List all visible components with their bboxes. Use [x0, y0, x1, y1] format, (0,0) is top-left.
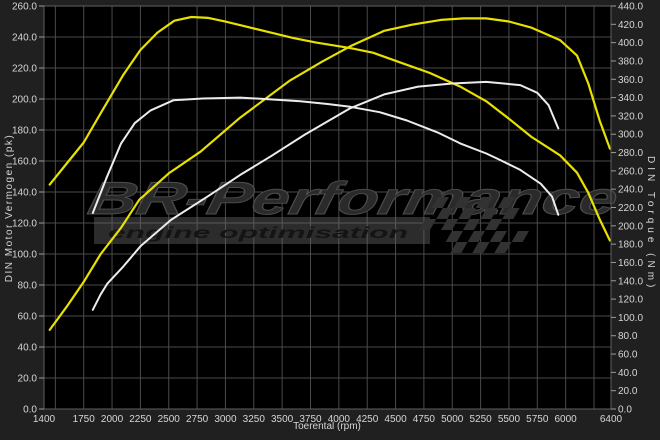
y-right-tick-label: 20.0: [618, 386, 638, 397]
checker-cell: [502, 208, 520, 219]
checker-cell: [489, 231, 508, 242]
axes-group: 0.0 20.0 40.0 60.0 80.0 100.0 120.0 140.0 160.0 1…: [12, 2, 643, 426]
y-right-tick-label: 220.0: [618, 203, 643, 214]
x-tick-label: 5750: [526, 414, 549, 425]
gridlines: [44, 5, 611, 410]
y-right-tick-label: 140.0: [618, 276, 643, 287]
stock-torque-curve: [91, 96, 560, 216]
y-right-tick-label: 60.0: [618, 350, 638, 361]
checker-cell: [450, 242, 468, 253]
checker-cell: [436, 208, 454, 219]
y-left-tick-label: 180.0: [12, 126, 37, 137]
y-right-tick-label: 180.0: [618, 240, 643, 251]
y-right-tick-label: 100.0: [618, 313, 643, 324]
y-right-tick-label: 380.0: [618, 56, 643, 67]
y-right-tick-label: 400.0: [618, 38, 643, 49]
checker-band: [445, 231, 529, 253]
y-right-tick-label: 320.0: [618, 111, 643, 122]
y-right-tick-label: 360.0: [618, 75, 643, 86]
x-tick-label: 3250: [243, 414, 266, 425]
tuned-torque-curve: [48, 15, 612, 242]
checker-cell: [484, 219, 503, 230]
x-tick-label: 4000: [328, 414, 351, 425]
y-left-tick-label: 120.0: [12, 219, 37, 230]
x-tick-label: 2750: [186, 414, 209, 425]
y-left-tick-label: 20.0: [18, 374, 38, 385]
y-right-tick-label: 160.0: [618, 258, 643, 269]
y-left-axis-title: DIN Motor Vermogen (pk): [4, 134, 15, 282]
y-right-tick-label: 0.0: [618, 405, 632, 416]
x-tick-label: 6000: [555, 414, 578, 425]
y-left-tick-label: 140.0: [12, 188, 37, 199]
watermark: BR-Performance engine optimisation: [83, 172, 623, 253]
checker-cell: [445, 231, 463, 242]
checker-cell: [453, 197, 471, 208]
curves-group: [48, 15, 612, 331]
y-left-tick-label: 220.0: [12, 64, 37, 75]
checker-cell: [497, 197, 515, 208]
x-tick-label: 2250: [129, 414, 152, 425]
checker-cell: [431, 197, 449, 208]
x-tick-label: 3500: [271, 414, 294, 425]
y-left-tick-label: 100.0: [12, 250, 37, 261]
y-right-tick-label: 340.0: [618, 93, 643, 104]
y-right-axis-title: DIN Torque (Nm): [645, 156, 656, 291]
y-right-tick-label: 420.0: [618, 20, 643, 31]
y-left-tick-label: 60.0: [18, 312, 38, 323]
watermark-tagline-text: engine optimisation: [108, 225, 408, 242]
checker-cell: [462, 219, 481, 230]
x-tick-label: 6400: [600, 414, 623, 425]
y-left-tick-label: 160.0: [12, 157, 37, 168]
y-right-tick-label: 120.0: [618, 295, 643, 306]
checker-cell: [494, 242, 512, 253]
x-tick-label: 5000: [441, 414, 464, 425]
checkered-flag-graphic: [418, 197, 529, 253]
x-tick-label: 2000: [101, 414, 124, 425]
y-left-tick-label: 80.0: [18, 281, 38, 292]
checker-cell: [472, 242, 490, 253]
x-tick-label: 1400: [33, 414, 56, 425]
watermark-tagline-bar: [94, 217, 430, 244]
checker-cell: [418, 219, 437, 230]
y-left-tick-label: 40.0: [18, 343, 38, 354]
y-right-tick-label: 280.0: [618, 148, 643, 159]
x-tick-label: 5250: [469, 414, 492, 425]
x-tick-label: 1750: [73, 414, 96, 425]
checker-cell: [440, 219, 459, 230]
checker-cell: [475, 197, 494, 208]
checker-cell: [458, 208, 476, 219]
y-left-tick-label: 240.0: [12, 33, 37, 44]
y-right-tick-label: 440.0: [618, 2, 643, 13]
stock-power-curve: [91, 80, 560, 311]
x-tick-label: 3750: [299, 414, 322, 425]
y-right-tick-label: 200.0: [618, 221, 643, 232]
checker-cell: [480, 208, 498, 219]
x-tick-label: 5500: [498, 414, 521, 425]
y-left-tick-label: 200.0: [12, 95, 37, 106]
tuned-power-curve: [48, 17, 612, 331]
y-left-tick-label: 0.0: [23, 405, 37, 416]
x-tick-label: 4750: [413, 414, 436, 425]
checker-cell: [467, 231, 485, 242]
x-tick-label: 4500: [384, 414, 407, 425]
x-tick-label: 2500: [158, 414, 181, 425]
x-tick-label: 3000: [214, 414, 237, 425]
y-right-tick-label: 40.0: [618, 368, 638, 379]
x-tick-label: 4250: [356, 414, 379, 425]
y-right-tick-label: 240.0: [618, 185, 643, 196]
checker-cell: [511, 231, 529, 242]
y-right-tick-label: 80.0: [618, 331, 638, 342]
watermark-brand-text: BR-Performance: [84, 172, 623, 223]
x-axis-title: Toerental (rpm): [293, 421, 361, 432]
y-right-tick-label: 260.0: [618, 166, 643, 177]
checker-band: [418, 197, 520, 230]
y-left-tick-label: 260.0: [12, 2, 37, 13]
y-right-tick-label: 300.0: [618, 130, 643, 141]
plot-area: [44, 6, 611, 409]
